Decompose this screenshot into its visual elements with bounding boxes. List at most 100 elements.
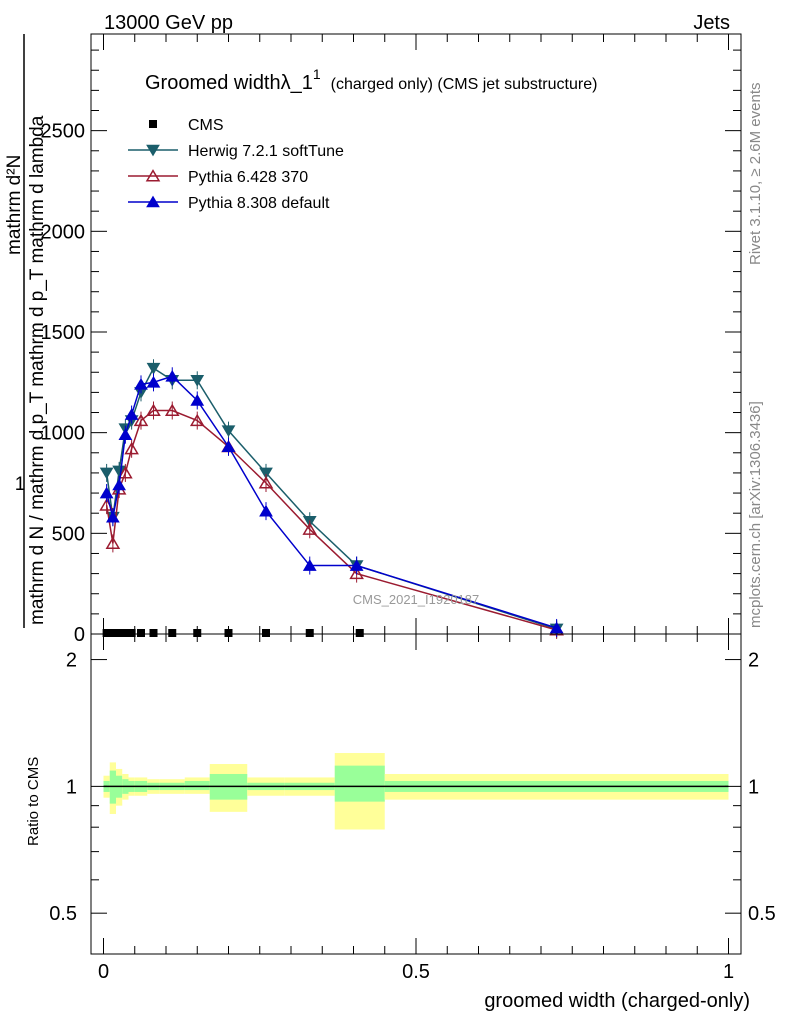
data-point-marker [145, 169, 161, 182]
data-point-marker [221, 440, 236, 453]
ratio-y-tick-label-right: 0.5 [748, 903, 776, 925]
data-point-marker [190, 375, 205, 387]
series-line [105, 367, 557, 630]
data-point-marker [193, 629, 202, 637]
legend-item: CMS [149, 117, 224, 134]
data-point-marker [168, 629, 177, 637]
ratio-y-tick-label: 2 [66, 650, 77, 672]
data-point-marker [258, 476, 274, 489]
x-axis-label: groomed width (charged-only) [484, 990, 750, 1012]
ratio-y-axis-label: Ratio to CMS [25, 757, 42, 846]
data-point-marker [146, 195, 160, 208]
data-point-marker [305, 629, 314, 637]
data-point-marker [302, 522, 318, 535]
data-point-marker [349, 566, 364, 580]
data-point-marker [133, 413, 149, 427]
x-tick-label: 0 [98, 961, 109, 983]
data-point-marker [115, 629, 124, 637]
legend-item: Pythia 8.308 default [128, 195, 330, 212]
data-point-marker [224, 629, 233, 637]
data-point-marker [146, 362, 161, 375]
legend-label: CMS [188, 117, 224, 134]
data-point-marker [549, 621, 564, 634]
data-point-marker [99, 467, 114, 480]
data-point-marker [164, 403, 180, 417]
y-axis-label-denominator: mathrm d N / mathrm d p_T mathrm d p_T m… [27, 115, 48, 625]
data-point-marker [118, 428, 133, 440]
data-point-marker [112, 465, 126, 478]
data-point-marker [124, 441, 139, 455]
y-axis-label-numerator: mathrm d²N [4, 155, 25, 255]
ratio-y-tick-label: 1 [66, 776, 77, 798]
series-3 [99, 367, 564, 637]
legend-item: Herwig 7.2.1 softTune [128, 143, 344, 160]
series-1 [99, 359, 564, 638]
analysis-watermark: CMS_2021_I1920187 [353, 592, 480, 607]
legend-label: Pythia 8.308 default [188, 195, 330, 212]
ratio-plot-x-ticks: 0 0.5 1 [98, 634, 734, 983]
plot-title: Groomed widthλ_11(charged only) (CMS jet… [145, 66, 597, 94]
data-point-marker [124, 408, 139, 420]
y-tick-label: 2000 [41, 221, 86, 243]
legend-label: Pythia 6.428 370 [188, 169, 308, 186]
ratio-bands [103, 753, 729, 830]
rivet-version-text: Rivet 3.1.10, ≥ 2.6M events [747, 83, 764, 266]
ratio-inner-band [334, 765, 385, 802]
data-point-marker [127, 629, 136, 637]
legend-label: Herwig 7.2.1 softTune [188, 143, 344, 160]
data-point-marker [355, 629, 364, 637]
header-energy: 13000 GeV pp [104, 12, 233, 34]
data-point-marker [146, 375, 161, 388]
main-plot: 0 500 1000 1500 2000 2500 Groomed widthλ_11(c… [4, 33, 742, 646]
mcplots-reference-text: mcplots.cern.ch [arXiv:1306.3436] [747, 401, 764, 628]
data-point-marker [99, 486, 114, 499]
series-2 [99, 401, 564, 639]
data-point-marker [149, 629, 158, 637]
data-point-marker [134, 377, 148, 390]
ratio-inner-band [184, 780, 210, 791]
main-plot-y-ticks: 0 500 1000 1500 2000 2500 [41, 49, 741, 646]
data-point-marker [105, 536, 121, 549]
data-point-marker [189, 413, 205, 427]
data-point-marker [112, 478, 126, 491]
data-point-marker [262, 629, 270, 637]
legend-item: Pythia 6.428 370 [128, 169, 308, 186]
ratio-plot-y-ticks: 0.5 0.5 1 1 2 2 [49, 650, 776, 926]
data-point-marker [146, 144, 160, 157]
x-tick-label: 0.5 [402, 961, 430, 983]
data-point-marker [137, 629, 145, 637]
data-point-marker [349, 559, 364, 571]
x-tick-label: 1 [723, 961, 734, 983]
data-point-marker [259, 504, 273, 517]
legend: CMS Herwig 7.2.1 softTune Pythia 6.428 370… [128, 117, 344, 212]
y-tick-label: 500 [52, 523, 85, 545]
ratio-y-tick-label-right: 2 [748, 650, 759, 672]
data-point-marker [146, 403, 161, 417]
main-plot-series [99, 359, 564, 639]
y-axis-label: 1 mathrm d N / mathrm d p_T mathrm d p_T… [4, 34, 48, 628]
y-axis-label-numerator-one: 1 [15, 474, 26, 495]
data-point-marker [149, 120, 157, 128]
data-point-marker [165, 369, 180, 382]
data-point-marker [106, 510, 120, 523]
series-line [105, 409, 557, 631]
y-tick-label: 1000 [41, 423, 86, 445]
data-point-marker [302, 559, 317, 571]
data-point-marker [221, 425, 236, 438]
y-tick-label: 2500 [41, 121, 86, 143]
ratio-y-tick-label: 0.5 [49, 903, 77, 925]
data-point-marker [118, 466, 133, 479]
data-point-marker [102, 629, 111, 637]
header-category: Jets [693, 12, 730, 34]
data-point-marker [259, 467, 273, 480]
data-point-marker [108, 629, 117, 637]
data-point-marker [190, 394, 205, 406]
series-line [105, 375, 557, 629]
y-tick-label: 0 [74, 624, 85, 646]
ratio-y-tick-label-right: 1 [748, 776, 759, 798]
data-point-marker [121, 629, 130, 637]
ratio-plot: 0.5 0.51 12 2 0 0.5 1 Ratio to CMS [25, 633, 776, 983]
series-0 [102, 629, 364, 637]
y-tick-label: 1500 [41, 322, 86, 344]
